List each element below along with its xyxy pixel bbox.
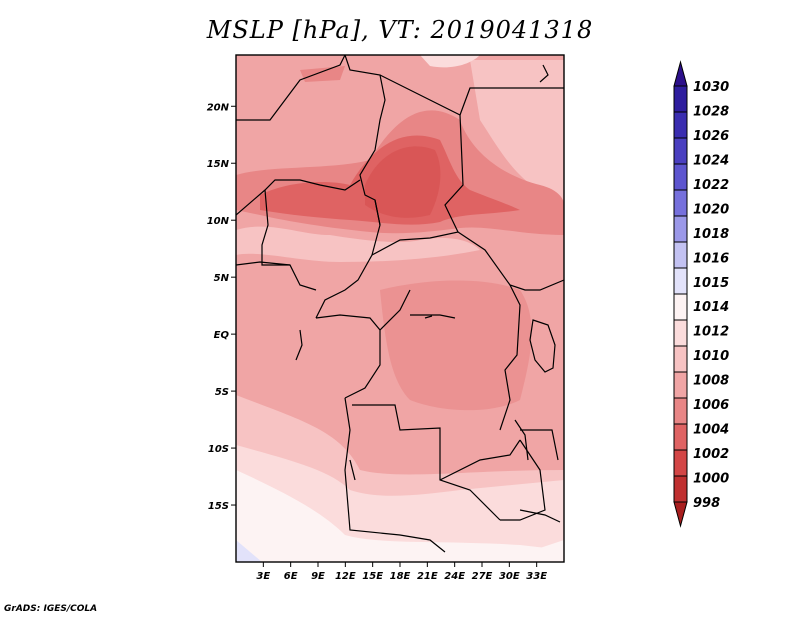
field-1002-core (365, 146, 441, 218)
lat-tick-label: 15S (208, 501, 229, 512)
lon-tick-label: 24E (444, 571, 465, 582)
colorbar-label: 1026 (693, 129, 729, 144)
colorbar-label: 1022 (693, 178, 729, 193)
colorbar-segment (673, 267, 688, 295)
colorbar-label: 1006 (693, 398, 729, 413)
lon-tick-label: 15E (362, 571, 383, 582)
colorbar-segment (673, 111, 688, 139)
colorbar-segment (673, 371, 688, 399)
colorbar-segment (673, 137, 688, 165)
colorbar-segment (673, 293, 688, 321)
colorbar-label: 1008 (693, 374, 729, 389)
colorbar-segment (673, 319, 688, 347)
lat-tick-label: 10S (208, 444, 229, 455)
lon-tick-label: 6E (284, 571, 298, 582)
lon-tick-label: 9E (311, 571, 325, 582)
colorbar-label: 1002 (693, 447, 729, 462)
field-1012-north (420, 55, 480, 68)
field-1015-sw (236, 540, 262, 562)
colorbar: 1030 1028 1026 1024 1022 1020 1018 1016 1015 1014… (673, 60, 729, 528)
colorbar-label: 1010 (693, 349, 729, 364)
field-1006-congo (380, 280, 532, 411)
field-1010-band (236, 226, 480, 262)
field-1004-north (260, 135, 520, 225)
lon-tick-label: 12E (335, 571, 356, 582)
colorbar-label: 998 (693, 496, 720, 511)
lat-tick-label: EQ (214, 330, 230, 341)
colorbar-label: 1012 (693, 325, 729, 340)
field-1014-south (236, 470, 564, 562)
field-1006-top (300, 66, 345, 82)
colorbar-label: 1030 (693, 80, 729, 95)
lat-tick-label: 15N (207, 159, 230, 170)
lon-tick-label: 3E (256, 571, 270, 582)
colorbar-segment (673, 189, 688, 217)
colorbar-label: 1020 (693, 202, 729, 217)
lon-tick-label: 27E (472, 571, 493, 582)
colorbar-label: 1024 (693, 153, 729, 168)
colorbar-segment (673, 475, 688, 503)
colorbar-label: 1016 (693, 251, 729, 266)
country-borders (236, 55, 564, 553)
colorbar-top-arrow (673, 60, 688, 87)
colorbar-label: 1018 (693, 227, 729, 242)
colorbar-label: 1014 (693, 300, 729, 315)
lat-tick-label: 20N (207, 102, 230, 113)
lon-tick-label: 21E (417, 571, 438, 582)
lat-tick-label: 5S (215, 387, 229, 398)
colorbar-segment (673, 345, 688, 373)
pressure-field (236, 55, 564, 562)
colorbar-bottom-arrow (673, 501, 688, 528)
colorbar-label: 1028 (693, 104, 729, 119)
lat-tick-label: 5N (214, 273, 230, 284)
colorbar-label: 1004 (693, 423, 729, 438)
colorbar-segment (673, 241, 688, 269)
colorbar-segment (673, 215, 688, 243)
colorbar-segment (673, 423, 688, 451)
latitude-axis: 20N 15N 10N 5N EQ 5S 10S 15S (207, 102, 236, 512)
field-1014-se (536, 540, 564, 562)
lon-tick-label: 33E (526, 571, 547, 582)
grads-credit: GrADS: IGES/COLA (4, 604, 98, 614)
lon-tick-label: 30E (499, 571, 520, 582)
longitude-axis: 3E 6E 9E 12E 15E 18E 21E 24E 27E 30E 33E (256, 562, 547, 582)
colorbar-segment (673, 163, 688, 191)
lat-tick-label: 10N (207, 216, 230, 227)
colorbar-label: 1015 (693, 276, 729, 291)
colorbar-label: 1000 (693, 472, 729, 487)
colorbar-segment (673, 397, 688, 425)
lon-tick-label: 18E (390, 571, 411, 582)
colorbar-segment (673, 449, 688, 477)
field-1010-ne (470, 60, 564, 200)
map-title: MSLP [hPa], VT: 2019041318 (206, 16, 594, 44)
colorbar-segment (673, 85, 688, 113)
